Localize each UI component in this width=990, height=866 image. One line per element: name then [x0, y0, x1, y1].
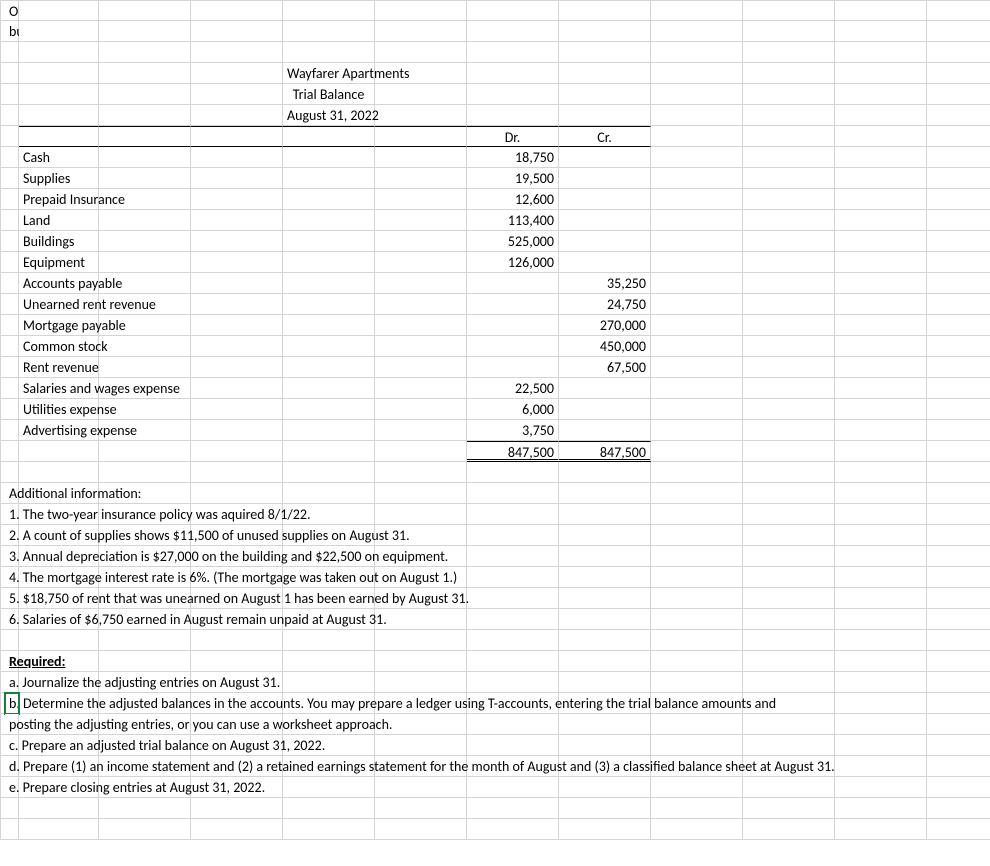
dr-value[interactable]: 126,000	[467, 252, 559, 273]
account-name[interactable]: Land	[19, 210, 99, 231]
dr-value[interactable]: 3,750	[467, 420, 559, 441]
required-item[interactable]: e. Prepare closing entries at August 31,…	[5, 777, 19, 798]
addl-item[interactable]: 4. The mortgage interest rate is 6%. (Th…	[5, 567, 19, 588]
required-item[interactable]: a. Journalize the adjusting entries on A…	[5, 672, 19, 693]
addl-item[interactable]: 6. Salaries of $6,750 earned in August r…	[5, 609, 19, 630]
dr-value[interactable]: 525,000	[467, 231, 559, 252]
cr-value[interactable]	[559, 378, 651, 399]
dr-value[interactable]: 19,500	[467, 168, 559, 189]
account-name[interactable]: Supplies	[19, 168, 99, 189]
addl-item[interactable]: 3. Annual depreciation is $27,000 on the…	[5, 546, 19, 567]
account-name[interactable]: Advertising expense	[19, 420, 99, 441]
required-item[interactable]: d. Prepare (1) an income statement and (…	[5, 756, 19, 777]
account-name[interactable]: Utilities expense	[19, 399, 99, 420]
account-name[interactable]: Cash	[19, 147, 99, 168]
dr-value[interactable]: 22,500	[467, 378, 559, 399]
dr-value[interactable]: 113,400	[467, 210, 559, 231]
col-cr[interactable]: Cr.	[559, 126, 651, 147]
cr-value[interactable]	[559, 399, 651, 420]
cr-value[interactable]: 270,000	[559, 315, 651, 336]
account-name[interactable]: Mortgage payable	[19, 315, 99, 336]
account-name[interactable]: Rent revenue	[19, 357, 99, 378]
account-name[interactable]: Equipment	[19, 252, 99, 273]
total-cr[interactable]: 847,500	[559, 441, 651, 462]
cr-value[interactable]: 35,250	[559, 273, 651, 294]
account-name[interactable]: Unearned rent revenue	[19, 294, 99, 315]
account-name[interactable]: Common stock	[19, 336, 99, 357]
dr-value[interactable]	[467, 336, 559, 357]
intro-line2[interactable]: but before adjusting entries, appears be…	[5, 21, 19, 42]
required-item[interactable]: b. Determine the adjusted balances in th…	[5, 693, 19, 714]
cr-value[interactable]	[559, 210, 651, 231]
dr-value[interactable]: 18,750	[467, 147, 559, 168]
required-item[interactable]: c. Prepare an adjusted trial balance on …	[5, 735, 19, 756]
dr-value[interactable]: 6,000	[467, 399, 559, 420]
addl-item[interactable]: 5. $18,750 of rent that was unearned on …	[5, 588, 19, 609]
account-name[interactable]: Buildings	[19, 231, 99, 252]
required-item[interactable]: posting the adjusting entries, or you ca…	[5, 714, 19, 735]
cr-value[interactable]	[559, 231, 651, 252]
cr-value[interactable]	[559, 189, 651, 210]
required-heading[interactable]: Required:	[5, 651, 19, 672]
account-name[interactable]: Prepaid Insurance	[19, 189, 99, 210]
intro-line1[interactable]: On August 1, 2022, the Wayfarer Apartmen…	[5, 0, 19, 21]
cr-value[interactable]	[559, 147, 651, 168]
total-dr[interactable]: 847,500	[467, 441, 559, 462]
report-date[interactable]: August 31, 2022	[283, 105, 375, 126]
cr-value[interactable]: 24,750	[559, 294, 651, 315]
cr-value[interactable]	[559, 252, 651, 273]
spreadsheet: On August 1, 2022, the Wayfarer Apartmen…	[0, 0, 990, 840]
dr-value[interactable]	[467, 273, 559, 294]
report-title[interactable]: Trial Balance	[283, 84, 375, 105]
addl-item[interactable]: 1. The two-year insurance policy was aqu…	[5, 504, 19, 525]
cr-value[interactable]: 67,500	[559, 357, 651, 378]
dr-value[interactable]	[467, 294, 559, 315]
dr-value[interactable]	[467, 357, 559, 378]
cr-value[interactable]: 450,000	[559, 336, 651, 357]
dr-value[interactable]	[467, 315, 559, 336]
cr-value[interactable]	[559, 420, 651, 441]
addl-heading[interactable]: Additional information:	[5, 483, 19, 504]
account-name[interactable]: Salaries and wages expense	[19, 378, 99, 399]
company-name[interactable]: Wayfarer Apartments	[283, 63, 375, 84]
col-dr[interactable]: Dr.	[467, 126, 559, 147]
addl-item[interactable]: 2. A count of supplies shows $11,500 of …	[5, 525, 19, 546]
dr-value[interactable]: 12,600	[467, 189, 559, 210]
cr-value[interactable]	[559, 168, 651, 189]
account-name[interactable]: Accounts payable	[19, 273, 99, 294]
